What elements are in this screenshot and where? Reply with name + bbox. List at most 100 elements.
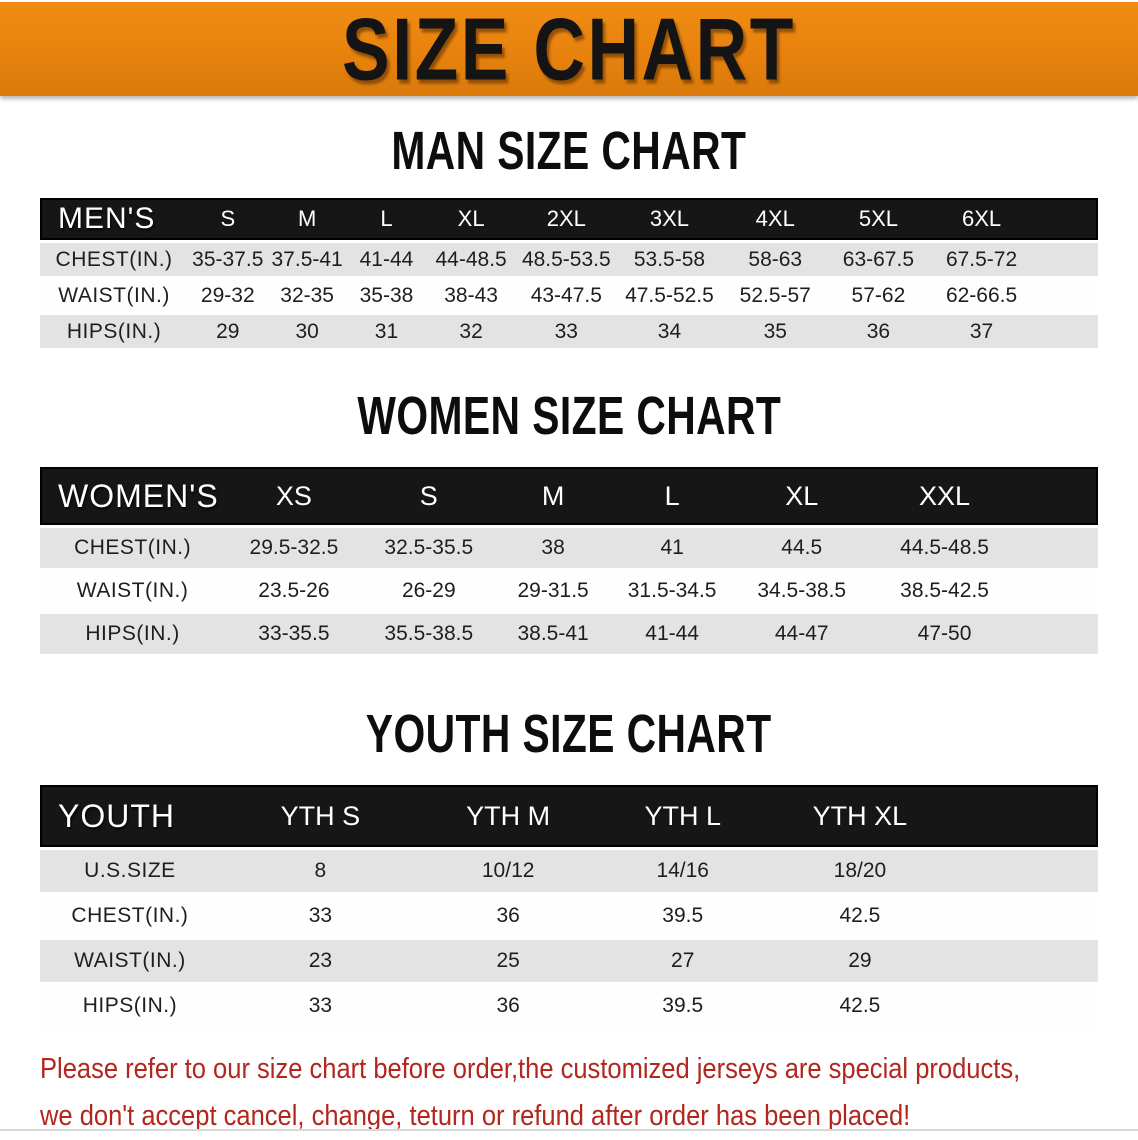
size-column-header: YTH M (420, 785, 596, 847)
size-value: 67.5-72 (928, 243, 1035, 276)
row-label: CHEST(IN.) (40, 243, 189, 276)
size-value: 35-37.5 (188, 243, 268, 276)
size-value: 57-62 (828, 279, 929, 312)
bottom-divider (0, 1129, 1138, 1131)
size-column-header: XL (426, 198, 517, 240)
page-title: SIZE CHART (342, 0, 796, 98)
men-section-heading: MAN SIZE CHART (0, 122, 1138, 181)
size-column-header: M (494, 467, 612, 525)
men-table-header-row: MEN'S S M L XL 2XL 3XL 4XL 5XL 6XL (40, 198, 1098, 240)
size-value: 32 (426, 315, 517, 348)
size-value: 10/12 (420, 850, 596, 892)
size-value: 42.5 (770, 895, 950, 937)
size-value: 62-66.5 (928, 279, 1035, 312)
size-value: 30 (267, 315, 347, 348)
size-value: 42.5 (770, 985, 950, 1027)
table-row: HIPS(IN.) 33 36 39.5 42.5 (40, 985, 1098, 1027)
size-value: 41-44 (346, 243, 427, 276)
empty-header-cell (1034, 198, 1098, 240)
row-label: U.S.SIZE (40, 850, 220, 892)
size-value: 39.5 (595, 895, 770, 937)
size-value: 35-38 (346, 279, 427, 312)
size-value: 35.5-38.5 (362, 614, 495, 654)
size-value: 32-35 (267, 279, 347, 312)
table-row: CHEST(IN.) 35-37.5 37.5-41 41-44 44-48.5… (40, 243, 1098, 276)
size-value: 23.5-26 (225, 571, 363, 611)
size-column-header: YTH S (219, 785, 421, 847)
empty-cell (949, 985, 1098, 1027)
youth-table-header-row: YOUTH YTH S YTH M YTH L YTH XL (40, 785, 1098, 847)
size-column-header: 5XL (828, 198, 929, 240)
row-label: WAIST(IN.) (40, 571, 226, 611)
size-column-header: XL (732, 467, 871, 525)
row-label: CHEST(IN.) (40, 895, 220, 937)
women-section-heading: WOMEN SIZE CHART (0, 387, 1138, 446)
women-section: WOMEN SIZE CHART WOMEN'S XS S M L XL XXL (0, 387, 1138, 657)
disclaimer: Please refer to our size chart before or… (40, 1046, 1138, 1140)
row-label: WAIST(IN.) (40, 279, 189, 312)
size-value: 31 (346, 315, 427, 348)
size-column-header: 3XL (616, 198, 723, 240)
size-value: 32.5-35.5 (362, 528, 495, 568)
size-value: 29-32 (188, 279, 268, 312)
size-value: 36 (420, 985, 596, 1027)
size-column-header: 6XL (928, 198, 1035, 240)
size-value: 34.5-38.5 (732, 571, 871, 611)
size-value: 41 (611, 528, 733, 568)
size-value: 18/20 (770, 850, 950, 892)
size-value: 29.5-32.5 (225, 528, 363, 568)
row-label: HIPS(IN.) (40, 985, 220, 1027)
size-value: 26-29 (362, 571, 495, 611)
size-column-header: 4XL (722, 198, 829, 240)
size-value: 25 (420, 940, 596, 982)
size-value: 31.5-34.5 (611, 571, 733, 611)
table-row: CHEST(IN.) 29.5-32.5 32.5-35.5 38 41 44.… (40, 528, 1098, 568)
size-value: 38.5-41 (494, 614, 612, 654)
size-value: 29 (188, 315, 268, 348)
size-column-header: YTH L (595, 785, 770, 847)
size-value: 8 (219, 850, 421, 892)
size-value: 38 (494, 528, 612, 568)
table-row: U.S.SIZE 8 10/12 14/16 18/20 (40, 850, 1098, 892)
empty-cell (949, 850, 1098, 892)
size-value: 34 (616, 315, 723, 348)
size-value: 36 (828, 315, 929, 348)
empty-cell (1018, 571, 1098, 611)
size-column-header: S (362, 467, 495, 525)
size-value: 48.5-53.5 (516, 243, 617, 276)
size-value: 47.5-52.5 (616, 279, 723, 312)
table-row: HIPS(IN.) 29 30 31 32 33 34 35 36 37 (40, 315, 1098, 348)
size-value: 41-44 (611, 614, 733, 654)
women-group-label: WOMEN'S (40, 467, 226, 525)
table-row: HIPS(IN.) 33-35.5 35.5-38.5 38.5-41 41-4… (40, 614, 1098, 654)
women-table-header-row: WOMEN'S XS S M L XL XXL (40, 467, 1098, 525)
empty-cell (1034, 279, 1098, 312)
size-column-header: XS (225, 467, 363, 525)
disclaimer-line: Please refer to our size chart before or… (40, 1053, 1021, 1085)
banner: SIZE CHART (0, 0, 1138, 98)
size-value: 37 (928, 315, 1035, 348)
size-column-header: S (188, 198, 268, 240)
size-value: 33-35.5 (225, 614, 363, 654)
men-size-table: MEN'S S M L XL 2XL 3XL 4XL 5XL 6XL CHEST… (40, 195, 1098, 351)
size-value: 33 (219, 985, 421, 1027)
empty-cell (949, 940, 1098, 982)
youth-section-heading: YOUTH SIZE CHART (0, 705, 1138, 764)
empty-cell (1034, 315, 1098, 348)
size-column-header: L (611, 467, 733, 525)
youth-section-heading-text: YOUTH SIZE CHART (366, 704, 772, 765)
men-section: MAN SIZE CHART MEN'S S M L XL 2XL 3XL 4X… (0, 122, 1138, 351)
size-value: 33 (516, 315, 617, 348)
size-value: 44-48.5 (426, 243, 517, 276)
empty-header-cell (949, 785, 1098, 847)
empty-cell (1018, 528, 1098, 568)
size-value: 33 (219, 895, 421, 937)
youth-section: YOUTH SIZE CHART YOUTH YTH S YTH M YTH L… (0, 705, 1138, 1030)
size-value: 23 (219, 940, 421, 982)
women-section-heading-text: WOMEN SIZE CHART (357, 386, 781, 447)
size-column-header: XXL (870, 467, 1019, 525)
table-row: WAIST(IN.) 29-32 32-35 35-38 38-43 43-47… (40, 279, 1098, 312)
table-row: WAIST(IN.) 23 25 27 29 (40, 940, 1098, 982)
youth-group-label: YOUTH (40, 785, 220, 847)
